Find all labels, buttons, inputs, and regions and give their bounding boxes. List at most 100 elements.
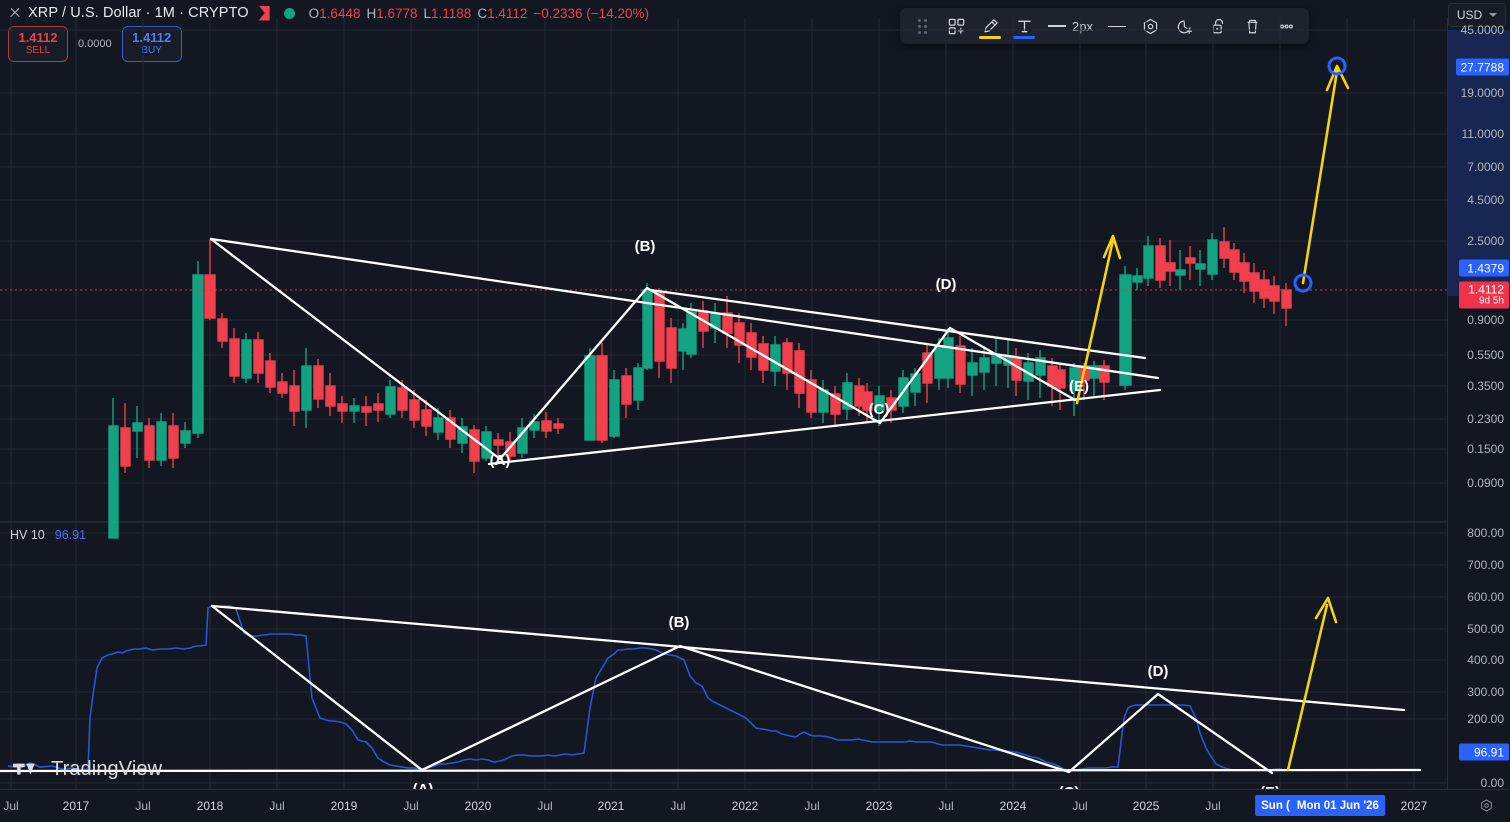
time-tick: Jul <box>403 799 419 813</box>
time-tick: Jul <box>938 799 954 813</box>
last-price-line <box>0 289 1448 291</box>
indicator-tick: 700.00 <box>1467 558 1504 572</box>
pattern-label-c-price: (C) <box>868 401 890 418</box>
time-tick: 2024 <box>999 799 1027 813</box>
ohlc-change: −0.2336 (−14.20%) <box>533 5 649 21</box>
sell-label: SELL <box>25 45 51 57</box>
time-tick: 2027 <box>1400 799 1428 813</box>
lock-icon[interactable] <box>1203 11 1235 41</box>
time-tick: Jul <box>3 799 19 813</box>
hv-pane-arrow[interactable] <box>0 18 1448 790</box>
price-tick: 0.1500 <box>1467 442 1504 456</box>
time-axis[interactable]: Jul 2017 Jul 2018 Jul 2019 Jul 2020 Jul … <box>0 789 1510 822</box>
last-price-label[interactable]: 1.4112 9d 5h <box>1459 281 1509 309</box>
time-tick: Jul <box>537 799 553 813</box>
crosshair-date-left: Sun ( <box>1261 799 1290 812</box>
buy-button[interactable]: 1.4112 BUY <box>121 26 182 62</box>
text-color-swatch[interactable] <box>1013 36 1035 39</box>
price-pane-drawings[interactable] <box>0 18 1448 522</box>
time-tick: 2019 <box>330 799 358 813</box>
price-tick: 0.5500 <box>1467 348 1504 362</box>
settings-hex-icon[interactable] <box>1135 11 1167 41</box>
tradingview-logo: TradingView <box>13 758 162 781</box>
price-tick: 45.0000 <box>1460 23 1504 37</box>
buy-label: BUY <box>141 45 162 57</box>
symbol-info-bar: XRP / U.S. Dollar · 1M · CRYPTO O1.6448 H… <box>8 2 649 24</box>
ohlc-high-value: 1.6778 <box>376 5 418 21</box>
ohlc-high-label: H <box>366 5 377 21</box>
indicator-tick: 600.00 <box>1467 590 1504 604</box>
indicator-tick: 200.00 <box>1467 712 1504 726</box>
time-tick: 2020 <box>464 799 492 813</box>
price-tick: 19.0000 <box>1460 86 1504 100</box>
pattern-label-d-price: (D) <box>935 276 957 293</box>
indicator-value: 96.91 <box>54 528 87 542</box>
pattern-label-a-price: (A) <box>489 452 511 469</box>
price-tick: 4.5000 <box>1467 193 1504 207</box>
chart-settings-gear-icon[interactable] <box>1479 798 1494 813</box>
tradingview-mark-icon <box>13 763 35 775</box>
currency-selector[interactable]: USD <box>1448 3 1506 27</box>
ohlc-close-value: 1.4112 <box>487 5 528 21</box>
crosshair-date-label[interactable]: Sun ( Mon 01 Jun '26 <box>1255 795 1385 816</box>
buy-price: 1.4112 <box>132 30 172 46</box>
tradingview-wordmark: TradingView <box>51 758 163 780</box>
symbol-title[interactable]: XRP / U.S. Dollar · 1M · CRYPTO <box>28 5 249 21</box>
indicator-name: HV 10 <box>10 528 45 542</box>
green-status-dot <box>283 7 295 19</box>
more-options-icon[interactable] <box>1271 11 1303 41</box>
indicator-tick: 400.00 <box>1467 653 1504 667</box>
time-tick: 2022 <box>731 799 759 813</box>
ohlc-open-value: 1.6448 <box>319 5 361 21</box>
ohlc-low-label: L <box>423 5 432 21</box>
price-axis[interactable]: 45.0000 19.0000 11.0000 7.0000 4.5000 2.… <box>1447 18 1510 790</box>
pattern-label-b-hv: (B) <box>668 614 690 631</box>
text-tool-icon[interactable] <box>1008 11 1040 41</box>
time-tick: Jul <box>135 799 151 813</box>
price-tick: 11.0000 <box>1461 127 1505 141</box>
line-style-control[interactable] <box>1101 11 1133 41</box>
bid-price-label[interactable]: 1.4379 <box>1459 259 1509 277</box>
ohlc-open-label: O <box>308 5 320 21</box>
line-style-preview <box>1107 25 1126 27</box>
indicator-tick: 800.00 <box>1467 526 1504 540</box>
pattern-label-b-price: (B) <box>634 238 656 255</box>
price-tick: 0.9000 <box>1467 313 1504 327</box>
spread-value: 0.0000 <box>78 38 112 50</box>
projection-anchor-bottom <box>1293 273 1313 293</box>
last-price-value: 1.4112 <box>1468 282 1504 297</box>
ohlc-readout: O1.6448 H1.6778 L1.1188 C1.4112 −0.2336 (−14… <box>309 6 649 21</box>
price-tick: 0.2300 <box>1467 412 1504 426</box>
indicator-value-label[interactable]: 96.91 <box>1459 743 1509 761</box>
time-tick: 2018 <box>196 799 224 813</box>
ohlc-low-value: 1.1188 <box>431 5 472 21</box>
time-tick: Jul <box>1205 799 1221 813</box>
trash-icon[interactable] <box>1237 11 1269 41</box>
hv-pane-drawings[interactable] <box>0 18 1448 790</box>
crosshair-date-right: Mon 01 Jun '26 <box>1296 799 1379 812</box>
ohlc-close-label: C <box>477 5 488 21</box>
trade-panel: 1.4112 SELL 0.0000 1.4112 BUY <box>8 26 182 62</box>
indicator-legend[interactable]: HV 10 96.91 <box>10 528 86 542</box>
time-tick: 2025 <box>1132 799 1160 813</box>
currency-value: USD <box>1456 8 1483 22</box>
time-tick: Jul <box>269 799 285 813</box>
highlighter-icon[interactable] <box>974 11 1006 41</box>
sell-price: 1.4112 <box>18 30 58 46</box>
time-tick: 2023 <box>865 799 893 813</box>
time-tick: 2017 <box>62 799 90 813</box>
time-tick: Jul <box>804 799 820 813</box>
price-pane-arrows[interactable] <box>0 18 1448 522</box>
price-tick: 7.0000 <box>1467 160 1504 174</box>
chart-canvas[interactable]: (A) (B) (C) (D) (E) <box>0 18 1448 801</box>
indicator-tick: 0.00 <box>1480 776 1504 790</box>
highlighter-color-swatch[interactable] <box>979 36 1001 39</box>
chevron-down-icon <box>1489 13 1498 17</box>
price-tick: 2.5000 <box>1467 234 1504 248</box>
pattern-label-e-price: (E) <box>1069 378 1089 395</box>
projection-target-label[interactable]: 27.7788 <box>1455 58 1509 76</box>
drag-handle-icon[interactable] <box>906 11 938 41</box>
sell-button[interactable]: 1.4112 SELL <box>8 26 68 62</box>
price-tick: 0.0900 <box>1467 476 1504 490</box>
